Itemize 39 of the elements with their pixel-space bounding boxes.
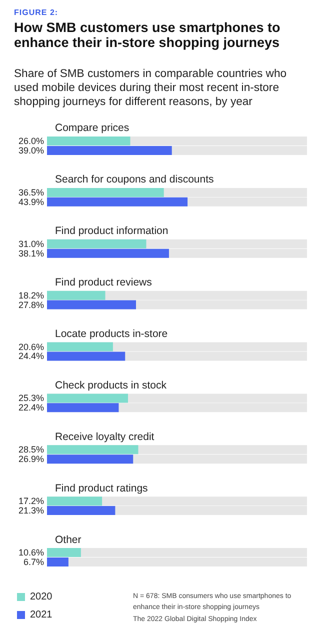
data-label: 38.1% bbox=[18, 248, 44, 258]
bar bbox=[47, 548, 81, 558]
chart-subtitle: Share of SMB customers in comparable countries who used mobile devices during their most recent in-store shopping journeys for different reasons, by year bbox=[14, 67, 288, 109]
data-label: 6.7% bbox=[23, 557, 44, 568]
bar bbox=[47, 342, 113, 352]
data-label: 22.4% bbox=[18, 402, 44, 413]
y-tick-label: Search for coupons and discounts bbox=[55, 174, 214, 186]
legend-label: 2020 bbox=[30, 592, 53, 602]
y-tick-label: Find product reviews bbox=[55, 276, 152, 289]
data-label: 21.3% bbox=[18, 506, 44, 516]
caption: FIGURE 2: bbox=[14, 8, 58, 17]
y-tick-label: Receive loyalty credit bbox=[55, 430, 154, 443]
bar bbox=[47, 394, 128, 403]
bar bbox=[47, 290, 106, 300]
data-label: 39.0% bbox=[18, 145, 44, 156]
data-label: 31.0% bbox=[18, 238, 44, 249]
y-tick-label: Other bbox=[55, 534, 82, 546]
legend-label: 2021 bbox=[30, 610, 53, 620]
bar bbox=[47, 558, 68, 567]
data-label: 28.5% bbox=[18, 444, 44, 455]
data-label: 18.2% bbox=[18, 290, 44, 300]
data-label: 27.8% bbox=[18, 300, 44, 310]
y-tick-label: Compare prices bbox=[55, 122, 130, 134]
y-tick-label: Check products in stock bbox=[55, 379, 168, 392]
data-label: 10.6% bbox=[18, 548, 44, 558]
data-label: 25.3% bbox=[18, 393, 44, 404]
data-label: 17.2% bbox=[18, 496, 44, 506]
y-tick-label: Find product information bbox=[55, 225, 168, 238]
y-tick-label: Locate products in-store bbox=[55, 328, 168, 340]
data-label: 26.9% bbox=[18, 454, 44, 464]
bar bbox=[47, 352, 126, 361]
y-tick-label: Find product ratings bbox=[55, 482, 148, 494]
data-label: 20.6% bbox=[18, 342, 44, 352]
data-label: 43.9% bbox=[18, 196, 44, 207]
data-label: 26.0% bbox=[18, 136, 44, 146]
data-label: 36.5% bbox=[18, 187, 44, 198]
bar bbox=[47, 496, 102, 506]
data-label: 24.4% bbox=[18, 351, 44, 362]
chart-title: How SMB customers use smartphones to enhance their in-store shopping journeys bbox=[14, 20, 282, 50]
